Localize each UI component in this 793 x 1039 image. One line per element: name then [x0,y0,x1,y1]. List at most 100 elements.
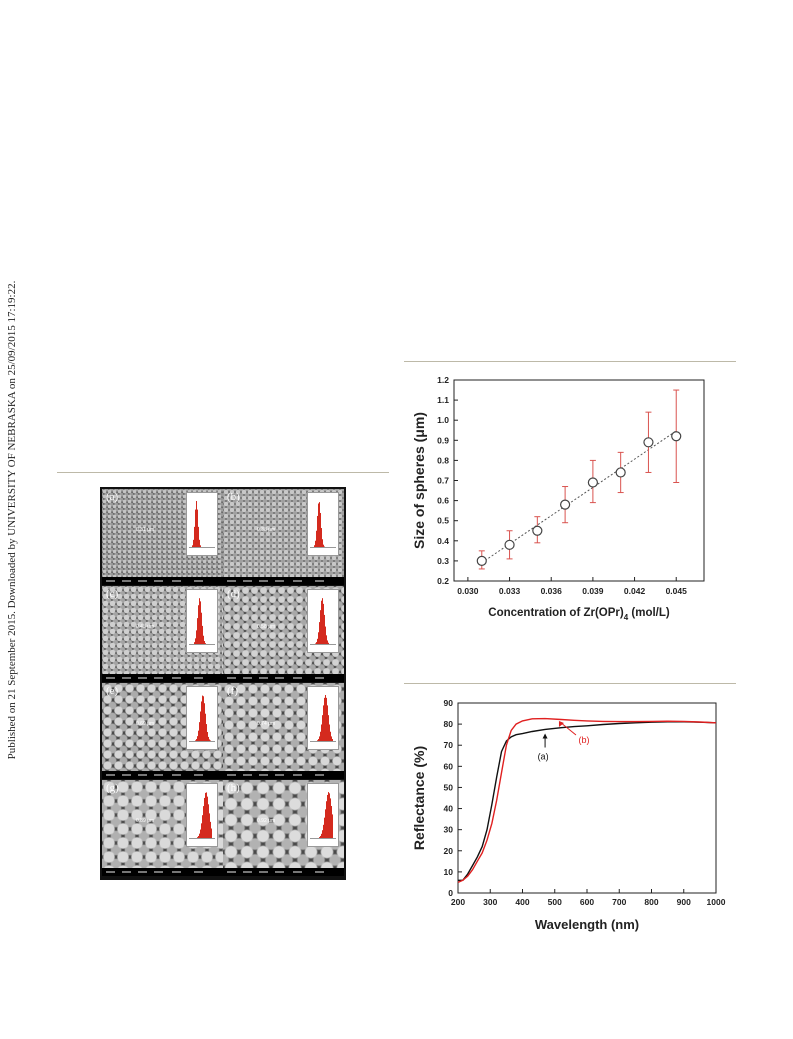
histogram-bar [199,722,200,741]
histogram-bar [200,711,201,741]
sem-info-segment [243,580,252,582]
histogram-bar [329,793,330,838]
sem-info-segment [243,871,252,873]
sem-info-segment [154,677,163,679]
histogram-bar [332,739,333,741]
histogram-bar [201,701,202,741]
x-axis-label-main: Concentration of Zr(OPr) [488,607,624,619]
panel-label: (f) [227,685,238,697]
sem-info-bar [102,771,223,779]
histogram-bar [202,815,203,838]
histogram-bar [318,739,319,741]
y-tick-label: 40 [444,804,454,814]
sem-info-segment [275,580,284,582]
sem-info-segment [194,774,203,776]
sem-info-segment [194,580,203,582]
histogram-bar [198,730,199,741]
histogram-bar [192,545,193,547]
histogram-bar [327,705,328,741]
panel-label: (h) [227,782,240,794]
histogram-bar [316,642,317,644]
y-tick-label: 0.5 [437,516,449,526]
y-tick-label: 0.6 [437,496,449,506]
histogram-plot [189,598,215,645]
y-axis-label: Size of spheres (μm) [411,412,427,549]
histogram-bar [197,837,198,838]
histogram-bar [324,546,325,547]
sem-info-segment [172,871,181,873]
download-notice-text: Published on 21 September 2015. Download… [6,280,18,760]
histogram-bar [324,697,325,741]
series-b-line [457,717,717,884]
histogram-bar [197,736,198,741]
y-tick-label: 90 [444,698,454,708]
x-tick-label: 0.036 [541,586,563,596]
histogram-bar [328,642,329,644]
histogram-bar [322,715,323,741]
sem-info-segment [106,871,115,873]
sem-info-segment [227,677,236,679]
sem-info-segment [154,871,163,873]
sem-info-segment [194,677,203,679]
y-tick-label: 0.7 [437,476,449,486]
histogram-bar [203,696,204,741]
sem-info-segment [315,871,324,873]
x-axis-label: Wavelength (nm) [535,917,639,932]
histogram-bar [198,526,199,547]
histogram-plot [310,502,336,548]
histogram-bar [205,792,206,838]
histogram-bar [323,824,324,838]
sem-micrograph: (d) 0.58 μm [223,586,344,682]
histogram-bar [325,809,326,838]
size-histogram-inset [307,492,339,556]
data-point [587,477,598,488]
series-a-line [458,721,717,882]
histogram-bar [332,814,333,838]
sem-image-grid: (a) 0.31 μm (b) 0.38 μm (c) 0.45 μm (d) 0.58 μm… [100,487,346,880]
sem-info-bar [102,674,223,682]
sphere-size-annotation: 0.92 μm [257,818,276,824]
sem-info-segment [106,580,115,582]
histogram-bar [197,618,198,644]
data-point [532,525,543,536]
sem-info-bar [102,577,223,585]
histogram-bar [207,732,208,741]
sem-info-segment [227,774,236,776]
sem-info-bar [102,868,223,876]
histogram-bar [320,835,321,838]
sphere-size-annotation: 0.38 μm [257,527,276,533]
sem-info-segment [138,677,147,679]
histogram-bar [322,598,323,644]
sem-info-segment [259,677,268,679]
histogram-bar [315,540,316,547]
histogram-bar [321,833,322,838]
sem-micrograph: (g) 0.89 μm [102,780,223,876]
histogram-bar [316,530,317,547]
histogram-plot [310,598,336,645]
size-histogram-inset [307,589,339,653]
histogram-bar [201,823,202,838]
x-tick-label: 1000 [707,897,726,907]
histogram-bar [199,539,200,547]
histogram-bar [323,603,324,644]
histogram-bar [202,625,203,644]
histogram-bar [196,630,197,644]
sphere-size-annotation: 0.31 μm [136,527,155,533]
sem-micrograph: (f) 0.74 μm [223,683,344,779]
x-tick-label: 0.033 [499,586,521,596]
histogram-bar [326,635,327,644]
x-tick-label: 600 [580,897,594,907]
histogram-bar [202,695,203,741]
size-histogram-inset [186,492,218,556]
sem-micrograph: (a) 0.31 μm [102,489,223,585]
panel-label: (a) [106,491,119,503]
histogram-bar [196,501,197,547]
histogram-bar [315,643,316,644]
histogram-bar [331,805,332,838]
sem-info-segment [122,580,131,582]
panel-label: (c) [106,588,119,600]
x-tick-label: 900 [677,897,691,907]
histogram-bar [319,622,320,644]
sem-info-segment [315,580,324,582]
x-tick-label: 200 [451,897,465,907]
